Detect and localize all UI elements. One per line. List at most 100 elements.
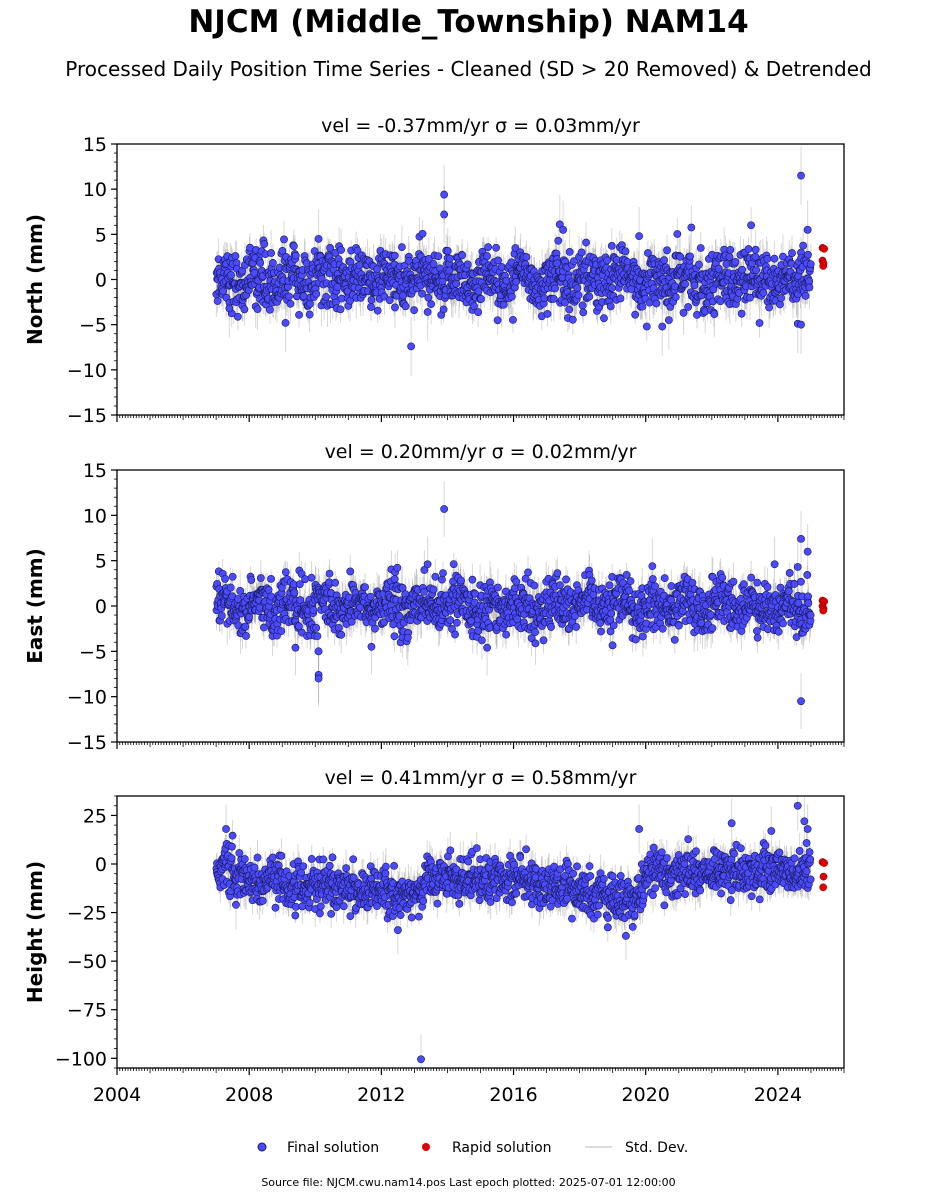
final-point <box>219 287 228 296</box>
final-solution-points <box>212 171 815 351</box>
final-point <box>631 310 640 319</box>
final-point <box>380 292 389 301</box>
final-point <box>295 310 303 319</box>
final-point <box>418 229 427 238</box>
final-point <box>738 265 746 274</box>
final-point <box>726 245 735 254</box>
final-point <box>751 245 760 254</box>
y-tick-label: 10 <box>83 179 107 201</box>
y-tick-label: 15 <box>83 134 107 156</box>
final-point <box>568 315 577 324</box>
final-point <box>227 271 235 279</box>
final-point <box>322 292 331 301</box>
final-point <box>390 251 399 260</box>
final-point <box>289 242 298 250</box>
final-point <box>606 302 615 311</box>
final-point <box>213 297 222 305</box>
rapid-point <box>820 244 829 253</box>
final-point <box>512 277 521 286</box>
plot-area <box>212 481 829 729</box>
final-point <box>241 622 250 631</box>
final-point <box>522 253 531 261</box>
final-point <box>336 305 345 314</box>
final-point <box>443 247 452 255</box>
final-point <box>543 310 552 318</box>
final-point <box>765 303 773 312</box>
final-point <box>582 238 590 247</box>
final-point <box>458 251 467 260</box>
final-point <box>418 289 426 298</box>
final-point <box>385 296 394 305</box>
final-point <box>616 294 625 303</box>
plot-area <box>212 146 829 376</box>
final-point <box>554 236 563 245</box>
final-point <box>499 300 508 309</box>
final-point <box>367 303 375 311</box>
final-point <box>797 171 805 180</box>
rapid-point <box>819 262 828 270</box>
final-point <box>278 247 287 255</box>
final-point <box>305 310 314 319</box>
figure-title: NJCM (Middle_Township) NAM14 <box>188 4 749 40</box>
final-point <box>269 258 277 267</box>
final-point <box>280 235 288 244</box>
y-tick-label: −15 <box>67 405 107 427</box>
final-point <box>658 322 667 331</box>
final-point <box>775 300 784 309</box>
final-point <box>801 291 810 300</box>
final-point <box>367 296 376 304</box>
final-point <box>673 230 682 238</box>
final-point <box>577 248 586 257</box>
final-point <box>407 342 416 351</box>
final-point <box>507 258 516 267</box>
final-point <box>763 254 772 263</box>
final-point <box>635 232 644 241</box>
final-point <box>585 292 594 301</box>
final-point <box>494 256 502 265</box>
final-point <box>217 611 226 620</box>
final-point <box>770 254 779 263</box>
final-point <box>240 305 249 314</box>
final-point <box>507 292 516 301</box>
final-point <box>746 293 754 302</box>
final-point <box>440 210 449 219</box>
final-point <box>445 266 454 275</box>
final-point <box>286 299 295 308</box>
final-point <box>233 312 242 321</box>
final-point <box>621 247 630 256</box>
final-point <box>221 574 229 583</box>
final-point <box>565 247 574 256</box>
final-point <box>565 305 574 314</box>
final-point <box>477 295 486 303</box>
final-point <box>483 252 491 260</box>
final-point <box>401 302 410 311</box>
final-point <box>759 288 768 297</box>
final-point <box>695 260 703 269</box>
final-point <box>424 293 433 302</box>
final-point <box>797 320 805 329</box>
final-point <box>737 309 746 318</box>
final-point <box>600 314 608 323</box>
y-axis-label: North (mm) <box>23 214 47 345</box>
final-point <box>314 234 323 243</box>
final-point <box>285 292 293 301</box>
final-point <box>681 280 689 288</box>
final-point <box>638 302 647 311</box>
y-tick-label: −10 <box>67 360 107 382</box>
final-point <box>267 249 276 257</box>
final-point <box>725 253 734 261</box>
final-point <box>493 316 502 325</box>
final-point <box>671 293 680 302</box>
final-point <box>256 259 265 267</box>
final-point <box>752 266 761 275</box>
final-point <box>663 246 671 255</box>
final-point <box>788 249 796 257</box>
final-point <box>573 284 582 292</box>
final-point <box>236 586 245 595</box>
final-point <box>716 297 725 306</box>
final-point <box>470 302 478 311</box>
final-point <box>603 256 612 265</box>
final-point <box>439 305 448 314</box>
